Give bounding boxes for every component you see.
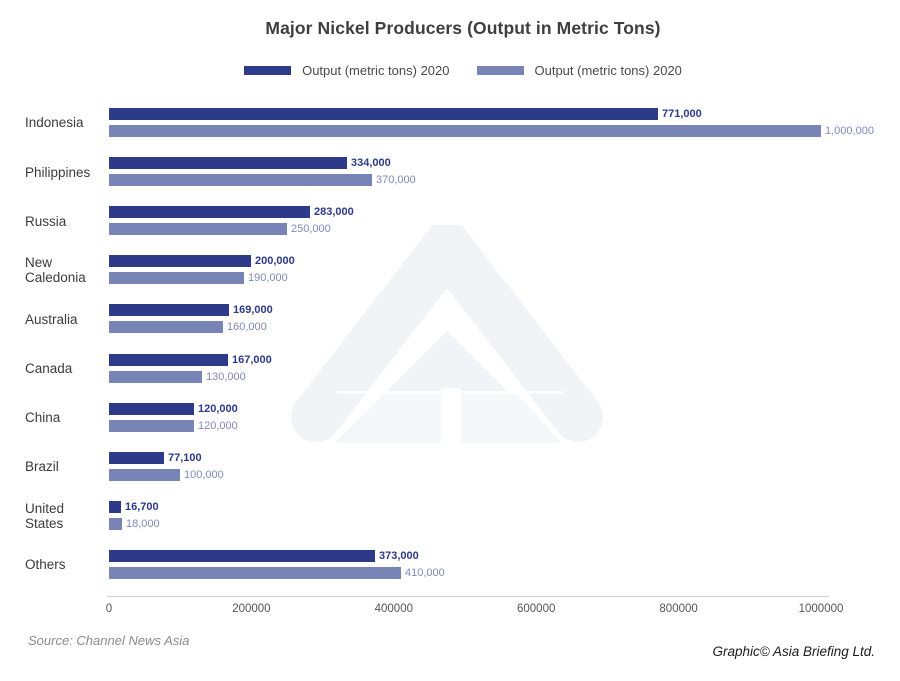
bar-value-label: 18,000 — [126, 517, 160, 530]
legend-item-0: Output (metric tons) 2020 — [244, 63, 450, 78]
row-china: China 120,000 120,000 — [0, 402, 900, 433]
bar-track: 160,000 — [109, 321, 869, 334]
bar-track: 1,000,000 — [109, 125, 874, 137]
row-united-states: United States 16,700 18,000 — [0, 501, 900, 531]
category-label: New Caledonia — [25, 255, 86, 286]
bar-value-label: 169,000 — [233, 304, 273, 317]
category-label: Indonesia — [25, 115, 84, 131]
row-indonesia: Indonesia 771,000 1,000,000 — [0, 108, 900, 138]
bar-track: 410,000 — [109, 566, 869, 579]
x-axis-tick-label: 200000 — [232, 603, 271, 615]
chart-title: Major Nickel Producers (Output in Metric… — [265, 18, 661, 38]
bar-track: 334,000 — [109, 157, 869, 170]
category-label: Others — [25, 557, 66, 573]
credit-text: Graphic© Asia Briefing Ltd. — [712, 644, 875, 659]
category-label: China — [25, 410, 61, 426]
bar-value-label: 120,000 — [198, 402, 238, 415]
x-axis-tick-label: 1000000 — [798, 603, 844, 615]
bar-series-0 — [109, 255, 251, 268]
bar-track: 130,000 — [109, 370, 869, 383]
bar-track: 120,000 — [109, 419, 869, 432]
bar-value-label: 200,000 — [255, 255, 295, 268]
bar-track: 283,000 — [109, 206, 869, 219]
row-philippines: Philippines 334,000 370,000 — [0, 157, 900, 187]
bar-track: 18,000 — [109, 517, 869, 530]
bar-value-label: 283,000 — [314, 206, 354, 219]
bar-series-0 — [109, 304, 229, 317]
bar-track: 169,000 — [109, 304, 869, 317]
bar-value-label: 77,100 — [168, 451, 202, 464]
legend-label-0: Output (metric tons) 2020 — [302, 63, 450, 78]
bar-track: 167,000 — [109, 353, 869, 366]
bar-value-label: 370,000 — [376, 174, 416, 187]
bar-series-1 — [109, 125, 821, 137]
bar-series-1 — [109, 174, 372, 187]
bar-track: 771,000 — [109, 108, 869, 120]
bar-value-label: 771,000 — [662, 108, 702, 120]
bar-track: 190,000 — [109, 272, 869, 285]
row-brazil: Brazil 77,100 100,000 — [0, 451, 900, 482]
bar-series-0 — [109, 157, 347, 170]
legend: Output (metric tons) 2020 Output (metric … — [26, 63, 900, 78]
x-axis-tick-label: 0 — [105, 603, 113, 615]
bar-track: 370,000 — [109, 174, 869, 187]
legend-swatch-0 — [244, 66, 292, 75]
bar-series-1 — [109, 517, 122, 530]
bar-series-1 — [109, 419, 194, 432]
bar-track: 373,000 — [109, 549, 869, 562]
bar-series-1 — [109, 321, 223, 334]
bar-series-1 — [109, 370, 202, 383]
category-label: Philippines — [25, 164, 91, 180]
bar-value-label: 334,000 — [351, 157, 391, 170]
bar-series-0 — [109, 549, 375, 562]
bar-series-0 — [109, 500, 121, 513]
row-australia: Australia 169,000 160,000 — [0, 304, 900, 334]
x-axis-line — [107, 596, 829, 597]
bar-value-label: 16,700 — [125, 500, 159, 513]
asia-briefing-watermark-logo — [291, 225, 603, 445]
category-label: Australia — [25, 311, 78, 327]
bar-series-0 — [109, 353, 228, 366]
category-label: Canada — [25, 360, 73, 376]
bar-series-0 — [109, 108, 658, 120]
category-label: Russia — [25, 213, 67, 229]
bar-track: 250,000 — [109, 223, 869, 236]
bar-track: 120,000 — [109, 402, 869, 415]
bar-value-label: 373,000 — [379, 549, 419, 562]
legend-label-1: Output (metric tons) 2020 — [534, 63, 682, 78]
bar-track: 200,000 — [109, 255, 869, 268]
bar-series-1 — [109, 272, 244, 285]
category-label: United States — [25, 500, 65, 531]
x-axis-tick-label: 800000 — [659, 603, 698, 615]
legend-item-1: Output (metric tons) 2020 — [476, 63, 682, 78]
bar-series-0 — [109, 206, 310, 219]
row-others: Others 373,000 410,000 — [0, 549, 900, 580]
bar-track: 77,100 — [109, 451, 869, 464]
bar-value-label: 167,000 — [232, 353, 272, 366]
bar-series-1 — [109, 468, 180, 481]
row-russia: Russia 283,000 250,000 — [0, 206, 900, 236]
row-canada: Canada 167,000 130,000 — [0, 353, 900, 384]
bar-value-label: 100,000 — [184, 468, 224, 481]
bar-value-label: 250,000 — [291, 223, 331, 236]
bar-series-0 — [109, 402, 194, 415]
bar-series-0 — [109, 451, 164, 464]
bar-value-label: 160,000 — [227, 321, 267, 334]
bar-value-label: 190,000 — [248, 272, 288, 285]
bar-track: 100,000 — [109, 468, 869, 481]
bar-value-label: 410,000 — [405, 566, 445, 579]
bar-series-1 — [109, 223, 287, 236]
x-axis-tick-label: 600000 — [517, 603, 556, 615]
bar-series-1 — [109, 566, 401, 579]
legend-swatch-1 — [476, 66, 524, 75]
x-axis-tick-label: 400000 — [374, 603, 413, 615]
bar-track: 16,700 — [109, 500, 869, 513]
bar-value-label: 1,000,000 — [825, 125, 874, 137]
bar-value-label: 130,000 — [206, 370, 246, 383]
row-new-caledonia: New Caledonia 200,000 190,000 — [0, 255, 900, 285]
bar-value-label: 120,000 — [198, 419, 238, 432]
source-text: Source: Channel News Asia — [28, 633, 190, 648]
category-label: Brazil — [25, 459, 59, 475]
